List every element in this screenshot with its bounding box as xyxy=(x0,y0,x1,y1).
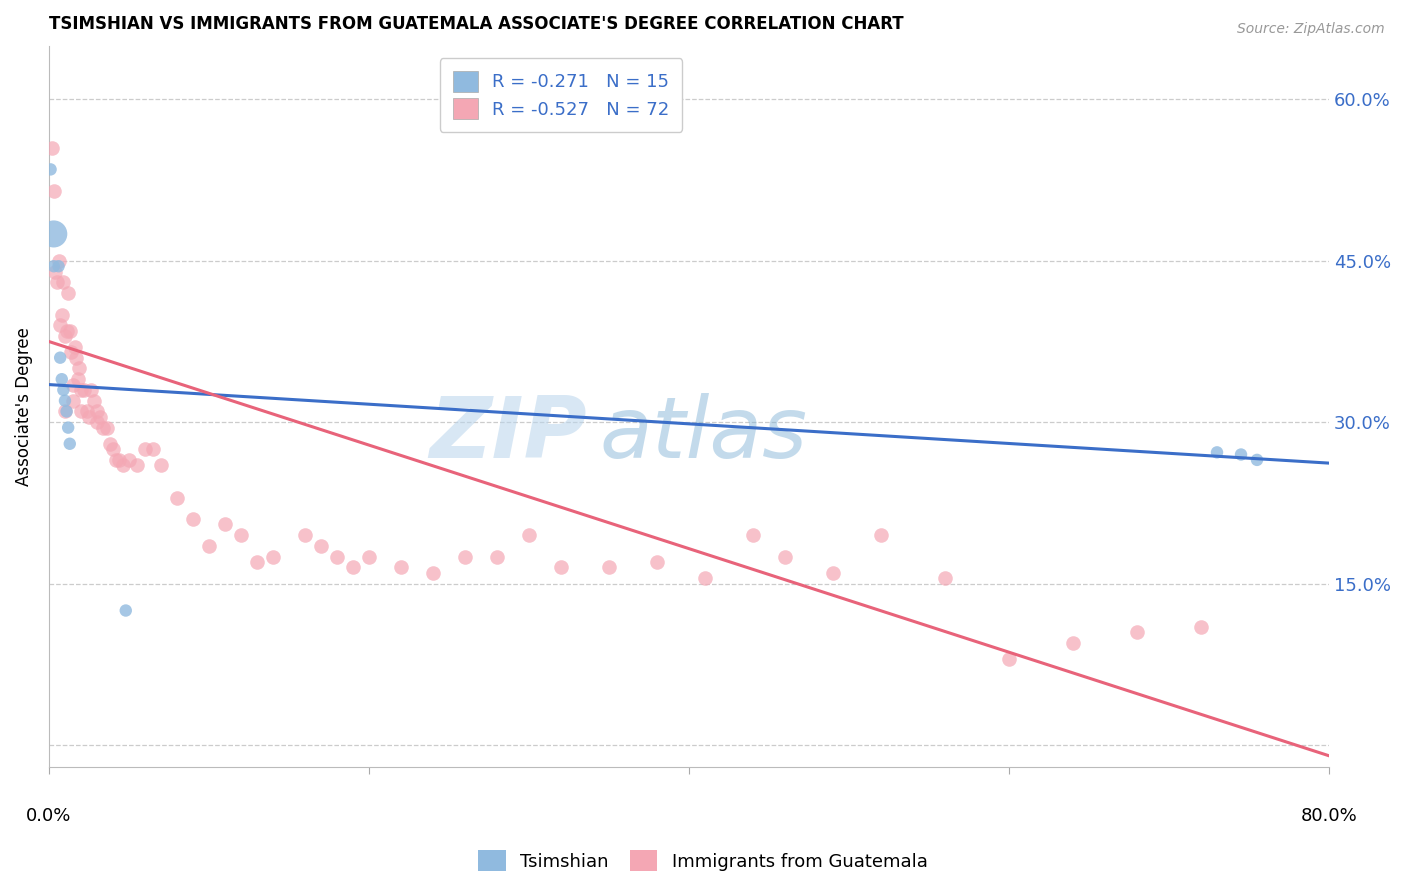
Point xyxy=(73,383,96,397)
Point xyxy=(181,512,204,526)
Point xyxy=(1062,636,1084,650)
Point xyxy=(485,549,508,564)
Legend: R = -0.271   N = 15, R = -0.527   N = 72: R = -0.271 N = 15, R = -0.527 N = 72 xyxy=(440,58,682,132)
Point xyxy=(62,393,84,408)
Point xyxy=(39,162,62,177)
Point xyxy=(86,415,108,429)
Point xyxy=(70,383,93,397)
Point xyxy=(357,549,380,564)
Point xyxy=(52,276,75,290)
Point xyxy=(742,528,765,542)
Point xyxy=(41,141,63,155)
Point xyxy=(42,184,65,198)
Point xyxy=(389,560,412,574)
Point xyxy=(517,528,540,542)
Point xyxy=(49,318,72,333)
Point xyxy=(693,571,716,585)
Point xyxy=(89,409,111,424)
Point xyxy=(229,528,252,542)
Point xyxy=(55,324,77,338)
Point xyxy=(1189,620,1212,634)
Point xyxy=(998,652,1021,666)
Point xyxy=(198,539,221,553)
Point xyxy=(125,458,148,473)
Point xyxy=(48,253,70,268)
Point xyxy=(42,259,65,273)
Point xyxy=(1246,453,1268,467)
Point xyxy=(934,571,956,585)
Point xyxy=(142,442,165,457)
Legend: Tsimshian, Immigrants from Guatemala: Tsimshian, Immigrants from Guatemala xyxy=(471,843,935,879)
Point xyxy=(166,491,188,505)
Point xyxy=(59,436,82,450)
Point xyxy=(1206,445,1229,459)
Point xyxy=(79,383,101,397)
Point xyxy=(60,345,83,359)
Point xyxy=(108,453,131,467)
Point xyxy=(42,227,65,241)
Point xyxy=(53,404,76,418)
Point xyxy=(96,420,118,434)
Point xyxy=(118,453,141,467)
Text: TSIMSHIAN VS IMMIGRANTS FROM GUATEMALA ASSOCIATE'S DEGREE CORRELATION CHART: TSIMSHIAN VS IMMIGRANTS FROM GUATEMALA A… xyxy=(49,15,904,33)
Point xyxy=(77,409,100,424)
Point xyxy=(70,404,93,418)
Point xyxy=(53,393,76,408)
Point xyxy=(454,549,477,564)
Point xyxy=(294,528,316,542)
Text: atlas: atlas xyxy=(599,393,807,476)
Point xyxy=(53,329,76,343)
Point xyxy=(870,528,893,542)
Point xyxy=(114,603,136,617)
Point xyxy=(66,372,89,386)
Point xyxy=(1126,625,1149,640)
Point xyxy=(76,404,98,418)
Point xyxy=(65,351,87,365)
Point xyxy=(821,566,844,580)
Point xyxy=(67,361,90,376)
Point xyxy=(1230,448,1253,462)
Point xyxy=(49,351,72,365)
Point xyxy=(51,308,73,322)
Point xyxy=(262,549,284,564)
Point xyxy=(63,340,86,354)
Point xyxy=(83,393,105,408)
Point xyxy=(598,560,620,574)
Point xyxy=(44,264,66,278)
Point xyxy=(326,549,349,564)
Y-axis label: Associate's Degree: Associate's Degree xyxy=(15,326,32,485)
Point xyxy=(101,442,124,457)
Point xyxy=(52,383,75,397)
Text: ZIP: ZIP xyxy=(429,393,586,476)
Point xyxy=(56,420,79,434)
Point xyxy=(105,453,128,467)
Point xyxy=(62,377,84,392)
Point xyxy=(55,404,77,418)
Point xyxy=(93,420,115,434)
Point xyxy=(98,436,121,450)
Point xyxy=(309,539,332,553)
Point xyxy=(773,549,796,564)
Point xyxy=(59,324,82,338)
Point xyxy=(149,458,172,473)
Point xyxy=(86,404,108,418)
Point xyxy=(645,555,668,569)
Point xyxy=(46,276,69,290)
Point xyxy=(246,555,269,569)
Point xyxy=(134,442,156,457)
Point xyxy=(214,517,236,532)
Point xyxy=(51,372,73,386)
Point xyxy=(422,566,444,580)
Text: 0.0%: 0.0% xyxy=(27,807,72,825)
Point xyxy=(342,560,364,574)
Point xyxy=(56,286,79,301)
Text: Source: ZipAtlas.com: Source: ZipAtlas.com xyxy=(1237,22,1385,37)
Point xyxy=(111,458,134,473)
Text: 80.0%: 80.0% xyxy=(1301,807,1357,825)
Point xyxy=(550,560,572,574)
Point xyxy=(48,259,70,273)
